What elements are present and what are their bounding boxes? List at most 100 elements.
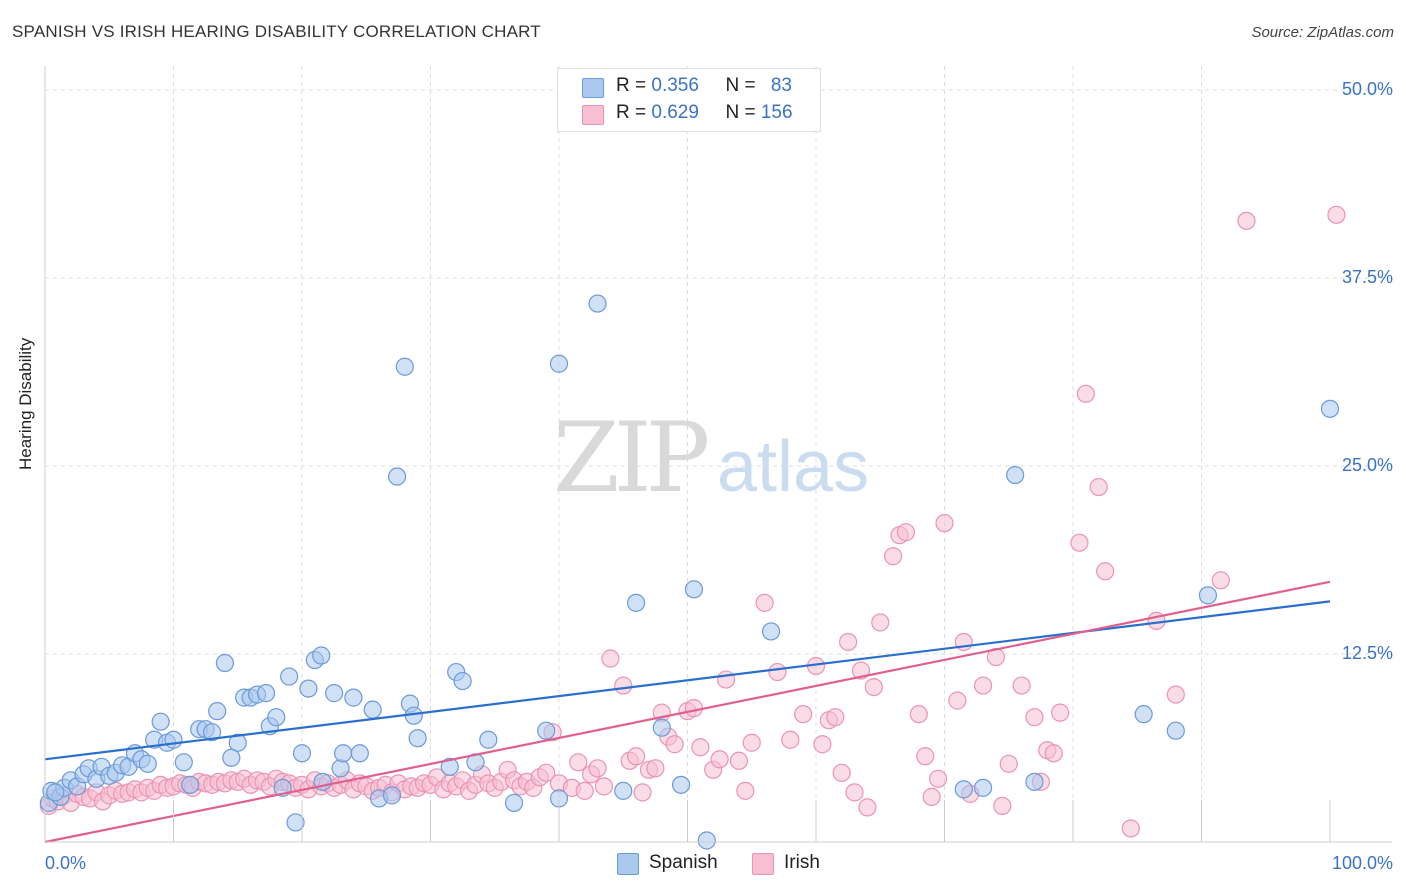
irish-point — [1076, 384, 1095, 403]
irish-point — [781, 730, 800, 749]
spanish-point — [440, 757, 459, 776]
spanish-point — [312, 646, 331, 665]
irish-point — [999, 754, 1018, 773]
irish-point — [665, 735, 684, 754]
irish-point — [794, 705, 813, 724]
legend-swatch-irish — [582, 105, 604, 125]
spanish-point — [164, 730, 183, 749]
legend-r-label: R = — [616, 102, 652, 123]
spanish-point — [202, 723, 222, 742]
spanish-point — [344, 688, 363, 707]
spanish-point — [479, 730, 498, 749]
spanish-point — [331, 759, 350, 778]
irish-point — [1121, 819, 1140, 838]
spanish-point — [395, 357, 414, 376]
legend-n-label: N = — [725, 102, 761, 123]
irish-point — [742, 733, 761, 752]
irish-point — [755, 593, 774, 612]
spanish-point — [325, 684, 344, 703]
spanish-point — [299, 679, 318, 698]
irish-point — [851, 661, 871, 680]
spanish-point — [1198, 586, 1218, 605]
spanish-point — [1320, 399, 1340, 418]
irish-point — [973, 676, 993, 695]
spanish-point — [151, 712, 170, 731]
irish-point — [594, 777, 614, 796]
y-tick-label: 50.0% — [1342, 79, 1393, 99]
irish-point — [1025, 708, 1044, 727]
irish-point — [710, 750, 729, 769]
irish-point — [537, 763, 556, 782]
spanish-point — [588, 294, 607, 313]
spanish-point — [537, 721, 556, 740]
irish-point — [588, 759, 607, 778]
trend-lines — [44, 580, 1331, 844]
spanish-points — [39, 294, 1340, 850]
spanish-point — [614, 781, 633, 800]
correlation-legend: R = 0.356 N = 83 R = 0.629 N = 156 — [557, 68, 821, 132]
spanish-point — [382, 786, 402, 805]
spanish-trend-line — [44, 600, 1331, 761]
irish-point — [922, 787, 941, 806]
irish-point — [614, 676, 633, 695]
irish-point — [601, 649, 620, 668]
spanish-point — [549, 354, 569, 373]
irish-point — [1044, 744, 1063, 763]
irish-point — [871, 613, 890, 632]
spanish-point — [256, 684, 276, 703]
x-tick-label-right: 100.0% — [1332, 853, 1393, 873]
irish-point — [1327, 205, 1346, 224]
spanish-point — [292, 744, 312, 763]
spanish-point — [973, 778, 993, 797]
spanish-point — [652, 718, 671, 737]
irish-point — [575, 781, 594, 800]
irish-point — [1211, 571, 1230, 590]
bottom-legend-swatch-spanish — [617, 853, 639, 875]
irish-point — [993, 796, 1012, 816]
irish-point — [916, 747, 935, 766]
irish-point — [1237, 211, 1256, 230]
spanish-point — [1166, 721, 1185, 740]
spanish-point — [181, 775, 200, 794]
irish-point — [832, 763, 851, 782]
irish-point — [1096, 562, 1115, 581]
legend-r-value-spanish: 0.356 — [651, 75, 699, 96]
irish-point — [1166, 685, 1185, 704]
irish-point — [839, 632, 858, 652]
legend-n-value-spanish: 83 — [770, 75, 792, 96]
spanish-point — [684, 580, 704, 599]
bottom-legend-swatch-irish — [752, 853, 774, 875]
irish-point — [845, 783, 864, 802]
irish-point — [1070, 533, 1089, 552]
spanish-point — [1134, 705, 1153, 724]
irish-point — [646, 759, 665, 778]
irish-point — [684, 699, 704, 718]
legend-n-value-irish: 156 — [760, 102, 793, 123]
irish-point — [569, 753, 588, 772]
spanish-point — [1006, 465, 1025, 485]
spanish-point — [626, 593, 646, 612]
spanish-point — [363, 700, 382, 719]
y-tick-label: 12.5% — [1342, 643, 1393, 663]
irish-point — [858, 798, 877, 817]
spanish-point — [46, 783, 65, 802]
legend-n-label: N = — [725, 75, 761, 96]
legend-r-label: R = — [616, 75, 652, 96]
irish-point — [948, 691, 967, 710]
irish-point — [896, 523, 916, 542]
spanish-point — [334, 744, 353, 763]
irish-point — [813, 735, 832, 754]
spanish-point — [671, 775, 691, 794]
watermark: ZIP atlas — [553, 402, 869, 514]
spanish-point — [954, 780, 973, 799]
irish-point — [883, 547, 903, 566]
spanish-point — [1025, 772, 1044, 791]
spanish-point — [138, 754, 157, 773]
spanish-point — [215, 653, 234, 673]
irish-point — [691, 738, 710, 757]
watermark-zip: ZIP — [553, 402, 708, 514]
irish-point — [909, 705, 928, 724]
spanish-point — [267, 708, 286, 727]
irish-point — [1089, 477, 1108, 497]
